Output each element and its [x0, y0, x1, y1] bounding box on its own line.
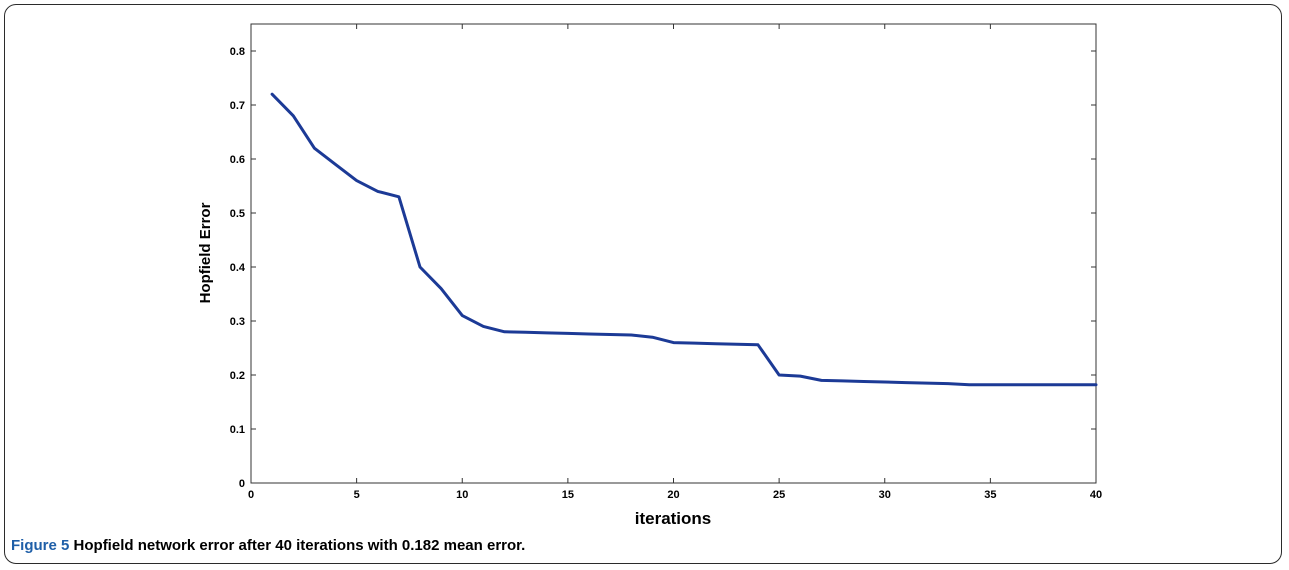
series-line — [270, 92, 1098, 387]
y-axis-title: Hopfield Error — [197, 202, 214, 303]
x-tick-label: 25 — [773, 489, 785, 501]
x-tick-label: 40 — [1090, 489, 1102, 501]
figure-caption: Figure 5 Hopfield network error after 40… — [11, 537, 525, 554]
x-tick-label: 35 — [984, 489, 996, 501]
figure-caption-text: Hopfield network error after 40 iteratio… — [73, 537, 526, 554]
y-tick-label: 0.4 — [230, 262, 246, 274]
y-tick-label: 0.7 — [230, 100, 245, 112]
x-axis-title: iterations — [635, 509, 712, 528]
y-tick-label: 0.5 — [230, 208, 245, 220]
y-tick-label: 0.3 — [230, 316, 245, 328]
y-axis: 0 0.1 0.2 0.3 0.4 0.5 0.6 0.7 0.8 — [230, 46, 1096, 490]
x-tick-label: 5 — [354, 489, 360, 501]
y-tick-label: 0.2 — [230, 370, 245, 382]
x-tick-label: 30 — [879, 489, 891, 501]
x-tick-label: 10 — [456, 489, 468, 501]
plot-area — [250, 23, 1097, 484]
y-tick-label: 0.6 — [230, 154, 245, 166]
y-tick-label: 0.1 — [230, 424, 245, 436]
figure-label: Figure 5 — [11, 537, 70, 554]
x-tick-label: 15 — [562, 489, 574, 501]
series-layer — [270, 92, 1098, 387]
y-tick-label: 0 — [239, 478, 245, 490]
x-axis: 0 5 10 15 20 25 30 35 40 — [248, 24, 1102, 501]
x-tick-label: 20 — [667, 489, 679, 501]
y-tick-label: 0.8 — [230, 46, 245, 58]
x-tick-label: 0 — [248, 489, 254, 501]
